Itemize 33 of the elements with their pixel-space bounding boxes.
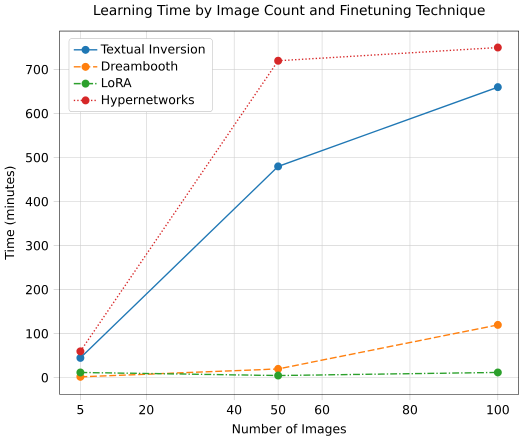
- y-tick-label: 0: [42, 372, 48, 382]
- y-tick-label: 500: [26, 152, 48, 162]
- point: [76, 347, 84, 356]
- x-tick-label: 100: [487, 404, 509, 414]
- point: [494, 43, 502, 52]
- point: [274, 56, 282, 65]
- y-tick-label: 600: [26, 108, 48, 118]
- point: [76, 368, 84, 376]
- x-tick-label: 60: [315, 404, 330, 414]
- point: [274, 162, 282, 170]
- point: [76, 354, 84, 362]
- y-tick-label: 700: [26, 64, 48, 74]
- point: [274, 371, 282, 380]
- x-tick-label: 50: [271, 404, 286, 414]
- y-tick-label: 100: [26, 328, 48, 338]
- legend-label: LoRA: [102, 78, 132, 88]
- x-tick-label: 40: [226, 404, 242, 414]
- legend-label: Hypernetworks: [102, 94, 194, 106]
- legend-label: Textual Inversion: [100, 44, 205, 54]
- point: [494, 320, 502, 329]
- y-tick-label: 200: [26, 284, 48, 294]
- point: [494, 82, 502, 91]
- point: [274, 364, 282, 373]
- legend-label: Dreambooth: [102, 60, 178, 70]
- y-axis-title: Time (minutes): [4, 166, 16, 260]
- x-tick-label: 80: [402, 404, 418, 414]
- x-axis-title: Number of Images: [232, 424, 346, 436]
- point: [494, 368, 502, 376]
- y-tick-label: 400: [26, 196, 48, 206]
- x-tick-label: 5: [77, 404, 84, 414]
- chart-title: Learning Time by Image Count and Finetuning Technique: [94, 4, 485, 18]
- x-tick-label: 20: [139, 404, 154, 414]
- y-tick-label: 300: [26, 240, 48, 250]
